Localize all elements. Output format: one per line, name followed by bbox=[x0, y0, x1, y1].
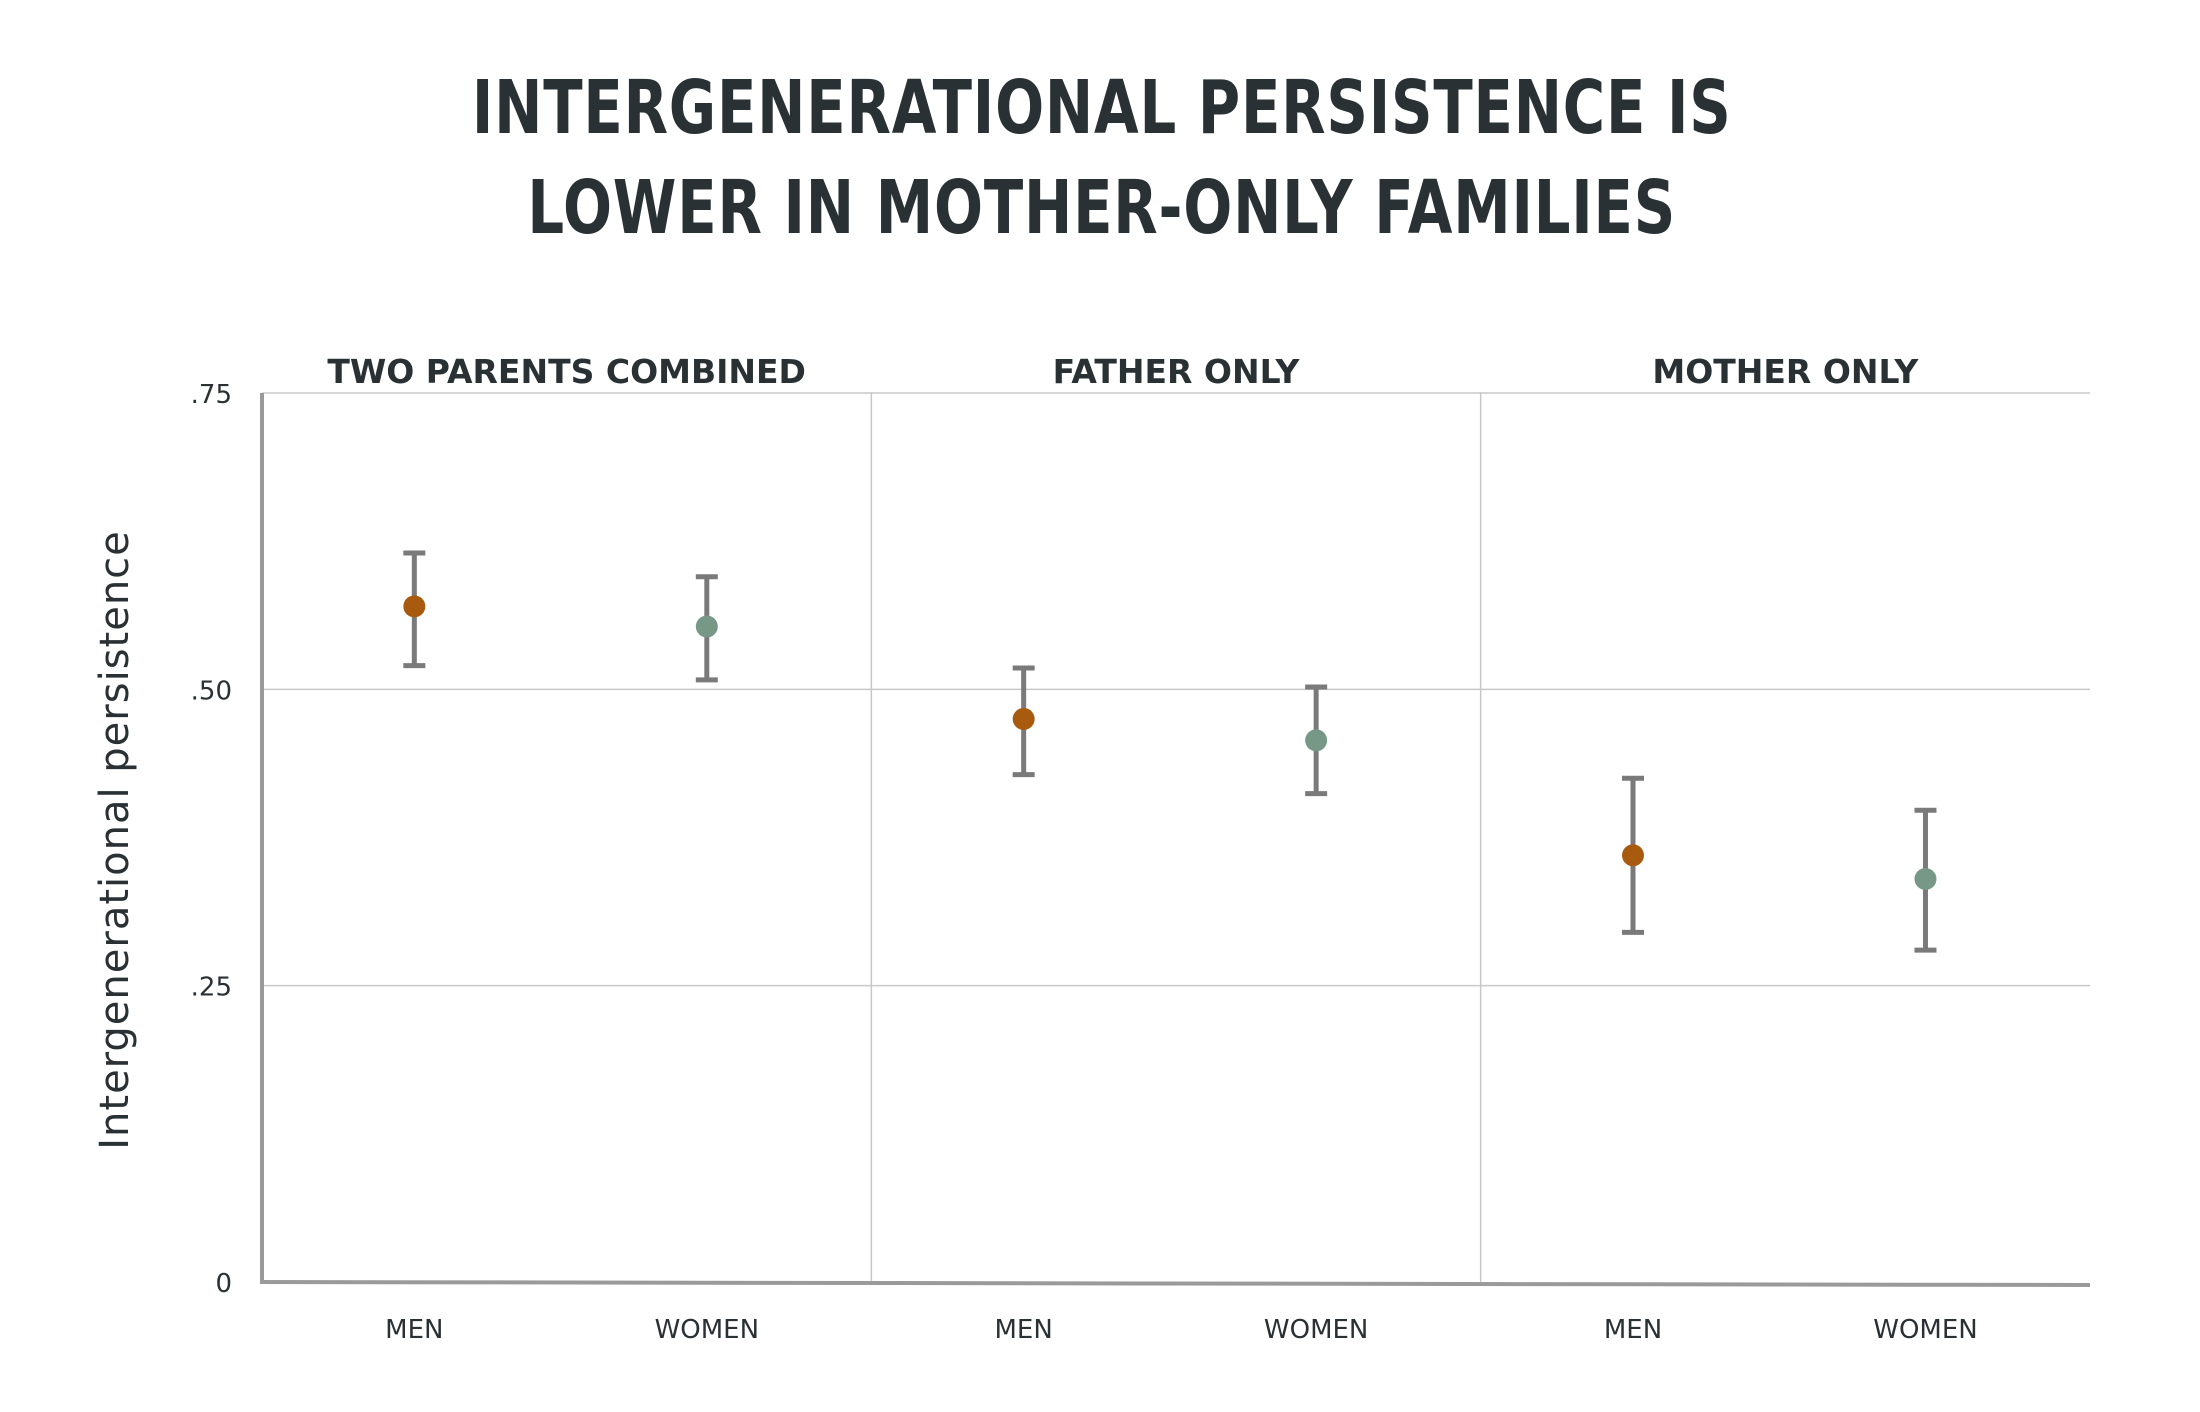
y-tick-label: 0 bbox=[215, 1269, 232, 1299]
label-layer: 0 .25 .50 .75 TWO PARENTS COMBINED MEN WOMEN FA… bbox=[191, 352, 1978, 1345]
x-category-label: MEN bbox=[1604, 1315, 1662, 1345]
panel-title: MOTHER ONLY bbox=[1652, 352, 1919, 391]
panel-title: TWO PARENTS COMBINED bbox=[327, 352, 806, 391]
panel-title: FATHER ONLY bbox=[1053, 352, 1301, 391]
data-point-men bbox=[403, 595, 426, 618]
y-tick-label: .50 bbox=[191, 676, 232, 706]
mark-layer bbox=[403, 550, 1937, 953]
x-category-label: WOMEN bbox=[1873, 1315, 1977, 1345]
chart-title-line-1: INTERGENERATIONAL PERSISTENCE IS bbox=[471, 65, 1732, 151]
axis-layer bbox=[259, 393, 2091, 1287]
chart-title-line-2: LOWER IN MOTHER-ONLY FAMILIES bbox=[527, 165, 1677, 251]
y-tick-label: .75 bbox=[191, 380, 232, 410]
x-category-label: MEN bbox=[995, 1315, 1053, 1345]
data-point-men bbox=[1622, 844, 1644, 867]
x-axis-line bbox=[259, 1280, 2091, 1287]
data-point-men bbox=[1012, 707, 1035, 730]
x-category-label: WOMEN bbox=[655, 1315, 759, 1345]
data-point-women bbox=[695, 615, 718, 638]
x-category-label: WOMEN bbox=[1264, 1315, 1368, 1345]
chart-title: INTERGENERATIONAL PERSISTENCE IS LOWER I… bbox=[244, 58, 1960, 258]
data-point-women bbox=[1914, 867, 1937, 890]
grid-layer bbox=[262, 392, 2090, 1282]
y-axis-label: Intergenerational persistence bbox=[92, 530, 138, 1150]
x-category-label: MEN bbox=[385, 1315, 443, 1345]
y-tick-label: .25 bbox=[191, 973, 232, 1003]
data-point-women bbox=[1305, 729, 1328, 752]
